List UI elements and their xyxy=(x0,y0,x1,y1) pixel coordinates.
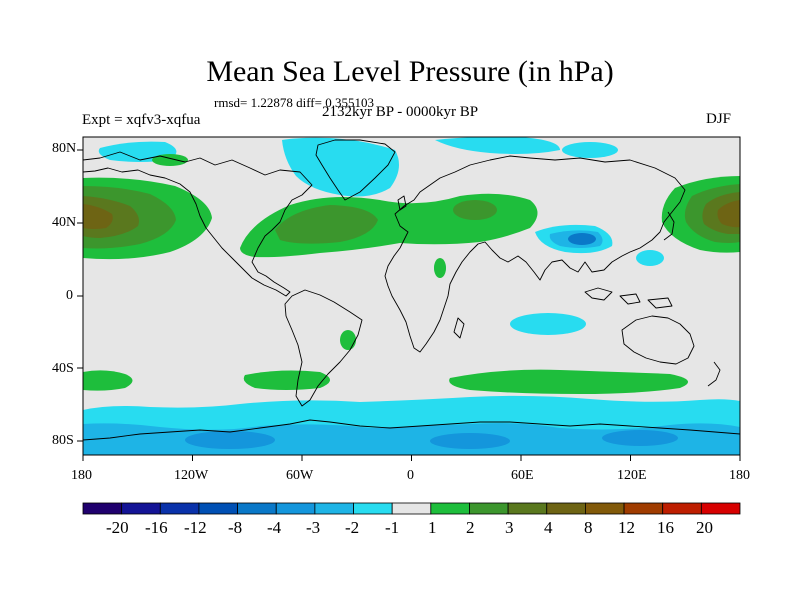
colorbar-label: 20 xyxy=(696,518,713,537)
lat-label-equator: 0 xyxy=(66,288,73,303)
japan-coastline xyxy=(663,211,675,241)
south-pacific-high-band xyxy=(83,370,133,391)
colorbar-swatch xyxy=(700,502,741,515)
colorbar-swatch xyxy=(198,502,238,515)
lat-label-40s: 40S xyxy=(52,361,74,376)
colorbar-swatch xyxy=(82,502,123,515)
colorbar-label: -2 xyxy=(345,518,360,537)
madagascar-coastline xyxy=(453,317,465,339)
colorbar-swatch xyxy=(585,502,625,515)
lon-label-60w: 60W xyxy=(286,468,314,483)
colorbar-swatch xyxy=(314,502,354,515)
rmsd-diff-stats: rmsd= 1.22878 diff= 0.355103 xyxy=(214,95,374,110)
axis-ticks xyxy=(77,149,741,461)
lon-label-0: 0 xyxy=(407,468,414,483)
colorbar-label: 2 xyxy=(466,518,475,537)
colorbar-swatch xyxy=(430,502,470,515)
tibet-low-core xyxy=(568,233,596,245)
ross-sea-low-patch xyxy=(185,431,275,449)
colorbar-label: -16 xyxy=(145,518,168,537)
lon-label-60e: 60E xyxy=(511,468,534,483)
colorbar-swatch xyxy=(469,502,509,515)
south-atlantic-high-band xyxy=(243,370,330,390)
weddell-sea-low-patch xyxy=(430,433,510,449)
colorbar-swatch xyxy=(237,502,277,515)
colorbar-label: -3 xyxy=(306,518,321,537)
caspian-high-core xyxy=(453,200,497,220)
south-china-low-patch xyxy=(636,250,664,266)
east-antarctic-low-patch xyxy=(602,430,678,446)
sahara-high-patch xyxy=(434,258,446,278)
lon-label-120e: 120E xyxy=(617,468,647,483)
lat-label-80n: 80N xyxy=(52,141,77,156)
colorbar-swatch xyxy=(391,502,432,515)
antarctica-coastline xyxy=(83,419,740,441)
colorbar-label: -1 xyxy=(385,518,400,537)
time-period-label: 2132kyr BP - 0000kyr BP xyxy=(322,104,479,120)
greenland-low-region xyxy=(282,137,399,197)
lon-label-120w: 120W xyxy=(174,468,209,483)
colorbar-label: 3 xyxy=(505,518,514,537)
lon-label-180w: 180 xyxy=(71,468,92,483)
colorbar-label: 8 xyxy=(584,518,593,537)
australia-coastline xyxy=(621,315,695,365)
south-america-high-patch xyxy=(340,330,356,350)
map-panel xyxy=(83,137,740,455)
greenland-coastline xyxy=(315,139,396,201)
lat-label-40n: 40N xyxy=(52,215,77,230)
map-title: Mean Sea Level Pressure (in hPa) xyxy=(206,55,614,88)
colorbar-swatch xyxy=(121,502,161,515)
siberia-arctic-low xyxy=(435,137,560,154)
experiment-label: Expt = xqfv3-xqfua xyxy=(82,112,201,128)
colorbar-swatch xyxy=(623,502,664,515)
season-label: DJF xyxy=(706,111,732,127)
colorbar-swatch xyxy=(353,502,393,515)
uk-coastline xyxy=(397,195,407,211)
aleutian-arctic-low xyxy=(562,142,618,158)
colorbar xyxy=(82,502,741,515)
colorbar-swatch xyxy=(662,502,702,515)
colorbar-swatch xyxy=(507,502,548,515)
lat-label-80s: 80S xyxy=(52,433,74,448)
coastlines xyxy=(83,139,740,441)
colorbar-label: -4 xyxy=(267,518,282,537)
colorbar-label: -12 xyxy=(184,518,207,537)
indonesia-islands-coastline xyxy=(584,287,673,309)
canada-high-patch xyxy=(152,154,188,166)
north-america-coastline xyxy=(83,151,313,297)
eurasia-africa-coastline xyxy=(384,155,686,353)
north-pacific-high-east-peak xyxy=(717,200,740,228)
colorbar-label: 16 xyxy=(657,518,674,537)
colorbar-label: 1 xyxy=(428,518,437,537)
lon-label-180e: 180 xyxy=(729,468,750,483)
colorbar-label: -20 xyxy=(106,518,129,537)
colorbar-swatch xyxy=(546,502,586,515)
south-indian-high-band xyxy=(449,369,688,394)
colorbar-swatch xyxy=(275,502,316,515)
colorbar-label: -8 xyxy=(228,518,243,537)
indian-ocean-low-patch xyxy=(510,313,586,335)
south-america-coastline xyxy=(284,289,363,407)
colorbar-label: 4 xyxy=(544,518,553,537)
north-pacific-high-west-peak xyxy=(83,204,113,229)
colorbar-label: 12 xyxy=(618,518,635,537)
north-atlantic-high-core xyxy=(275,205,378,244)
new-zealand-coastline xyxy=(707,361,721,387)
colorbar-swatch xyxy=(159,502,200,515)
